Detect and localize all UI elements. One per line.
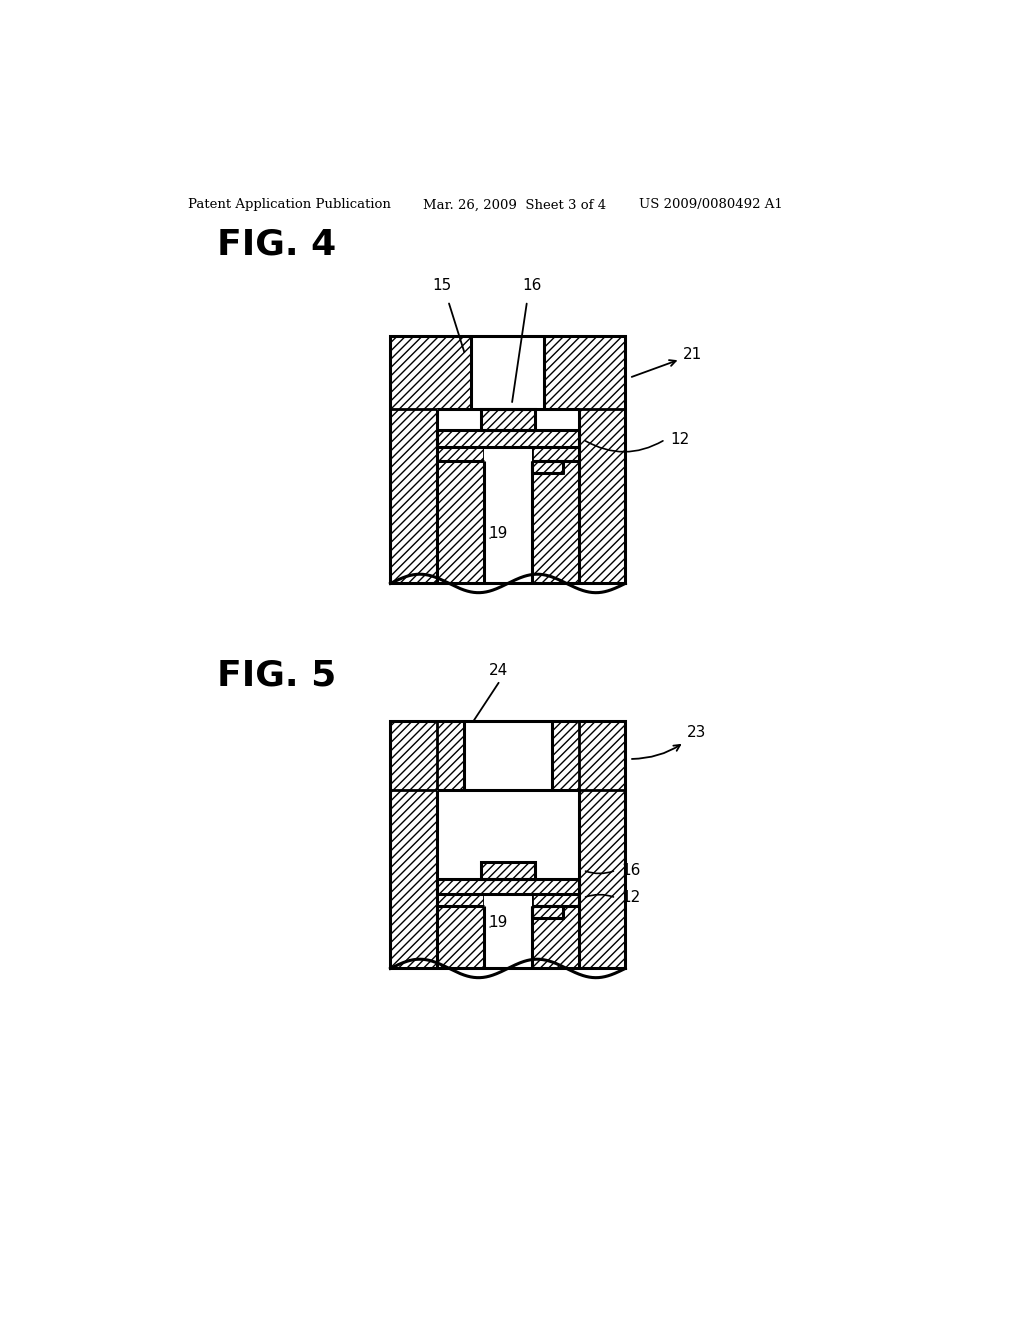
Text: 24: 24 xyxy=(489,663,508,678)
Bar xyxy=(390,721,464,789)
Text: 12: 12 xyxy=(670,432,689,447)
Bar xyxy=(390,721,626,969)
Bar xyxy=(552,721,580,789)
Bar xyxy=(531,907,580,969)
Bar xyxy=(481,409,535,430)
Text: 16: 16 xyxy=(523,279,542,293)
Bar xyxy=(484,894,531,907)
Bar xyxy=(481,409,535,430)
Bar xyxy=(436,862,481,879)
Text: FIG. 5: FIG. 5 xyxy=(217,659,336,693)
Text: Patent Application Publication: Patent Application Publication xyxy=(188,198,391,211)
Bar xyxy=(436,907,484,969)
Bar xyxy=(484,907,531,917)
Bar xyxy=(545,335,626,409)
Text: 16: 16 xyxy=(622,863,641,878)
Bar xyxy=(436,447,484,461)
Text: 21: 21 xyxy=(632,347,702,378)
Bar xyxy=(531,461,562,474)
Bar xyxy=(436,721,464,789)
Bar xyxy=(484,461,531,474)
Bar xyxy=(390,335,471,409)
Bar xyxy=(531,461,580,583)
Bar xyxy=(580,335,626,583)
Bar xyxy=(580,721,626,969)
Bar xyxy=(471,335,545,409)
Bar xyxy=(464,721,552,789)
Bar xyxy=(436,879,580,894)
Bar xyxy=(535,409,580,430)
Text: US 2009/0080492 A1: US 2009/0080492 A1 xyxy=(639,198,782,211)
Text: 19: 19 xyxy=(487,525,507,541)
Bar xyxy=(481,862,535,879)
Text: 12: 12 xyxy=(622,891,641,906)
Bar xyxy=(484,461,531,583)
Bar xyxy=(436,789,580,862)
Bar xyxy=(484,907,531,969)
Bar xyxy=(484,447,531,461)
Text: 19: 19 xyxy=(487,915,507,929)
Bar xyxy=(390,335,626,583)
Bar xyxy=(531,907,562,917)
Bar xyxy=(484,461,531,474)
Text: 23: 23 xyxy=(632,725,707,759)
Bar xyxy=(436,430,580,447)
Bar xyxy=(390,721,436,969)
Bar xyxy=(552,721,626,789)
Bar xyxy=(481,862,535,879)
Bar xyxy=(436,461,484,583)
Bar xyxy=(531,894,580,907)
Bar xyxy=(390,335,436,583)
Text: Mar. 26, 2009  Sheet 3 of 4: Mar. 26, 2009 Sheet 3 of 4 xyxy=(423,198,606,211)
Bar xyxy=(535,862,580,879)
Bar xyxy=(531,447,580,461)
Text: FIG. 4: FIG. 4 xyxy=(217,227,336,261)
Bar xyxy=(436,409,481,430)
Bar xyxy=(436,894,484,907)
Text: 15: 15 xyxy=(432,279,452,293)
